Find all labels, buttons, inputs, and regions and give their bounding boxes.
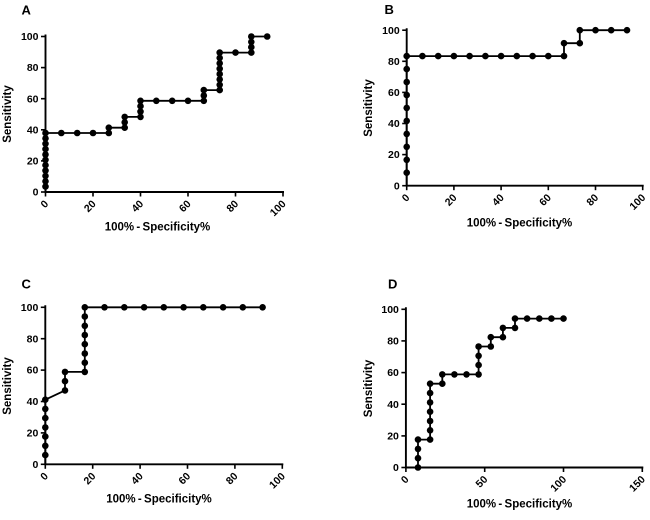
svg-text:C: C [22,277,32,292]
svg-text:80: 80 [387,336,399,348]
svg-text:Sensitivity: Sensitivity [2,357,14,415]
svg-text:40: 40 [27,396,39,408]
svg-text:20: 20 [387,431,399,443]
svg-text:100% - Specificity%: 100% - Specificity% [467,499,573,511]
svg-text:100% - Specificity%: 100% - Specificity% [106,494,212,506]
svg-text:Sensitivity: Sensitivity [363,359,375,417]
svg-text:D: D [388,277,397,292]
svg-text:100% - Specificity%: 100% - Specificity% [467,218,573,230]
svg-text:60: 60 [388,87,400,99]
svg-text:20: 20 [388,149,400,161]
svg-text:80: 80 [388,56,400,68]
svg-text:0: 0 [33,187,39,199]
svg-text:60: 60 [27,93,39,105]
svg-text:100: 100 [382,25,400,37]
svg-text:60: 60 [27,365,39,377]
svg-text:0: 0 [393,462,399,474]
svg-text:80: 80 [27,333,39,345]
svg-text:Sensitivity: Sensitivity [2,85,14,143]
svg-text:40: 40 [388,118,400,130]
svg-text:20: 20 [27,156,39,168]
svg-text:0: 0 [394,180,400,192]
svg-text:40: 40 [27,124,39,136]
svg-text:0: 0 [32,459,38,471]
svg-text:A: A [22,3,32,18]
svg-text:100% - Specificity%: 100% - Specificity% [105,222,211,234]
svg-text:100: 100 [21,31,39,43]
svg-text:40: 40 [387,399,399,411]
svg-text:100: 100 [381,304,399,316]
svg-text:20: 20 [27,428,39,440]
svg-text:80: 80 [27,62,39,74]
svg-text:Sensitivity: Sensitivity [363,79,375,137]
svg-text:100: 100 [21,302,39,314]
svg-text:B: B [385,2,394,17]
svg-text:60: 60 [387,367,399,379]
